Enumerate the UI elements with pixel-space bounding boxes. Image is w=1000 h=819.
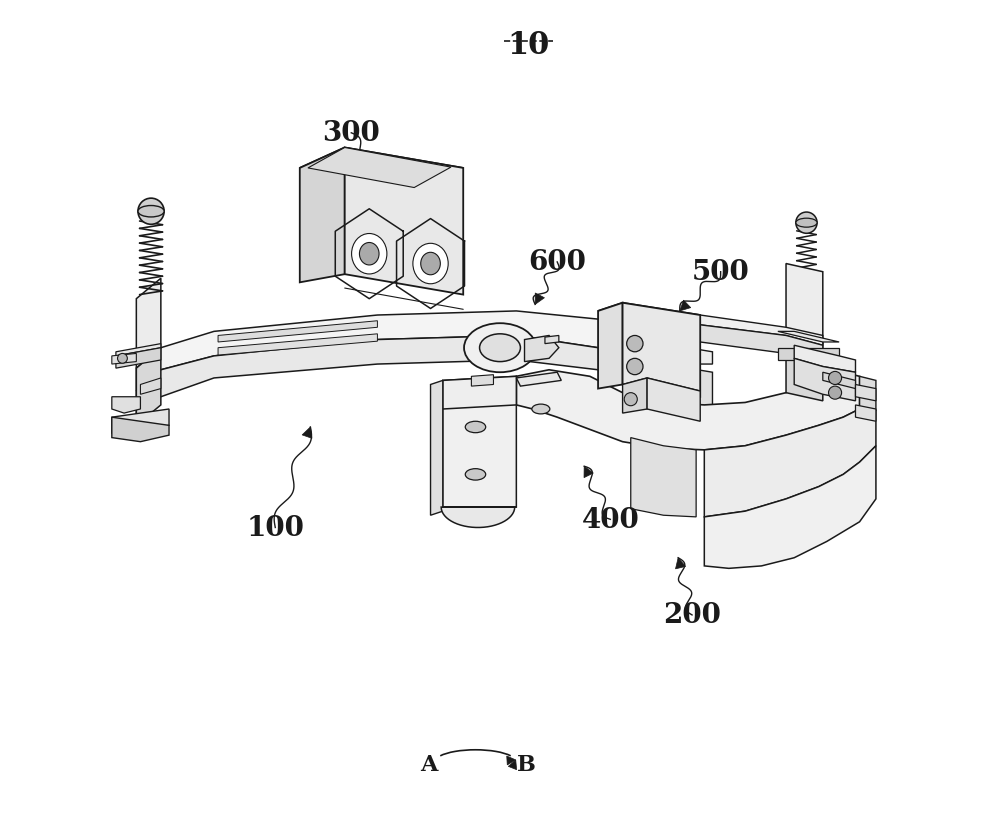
Polygon shape [507,756,516,765]
Polygon shape [598,303,623,389]
Text: 400: 400 [581,506,639,533]
Polygon shape [545,336,559,344]
Polygon shape [140,378,161,395]
Ellipse shape [796,219,817,228]
Polygon shape [860,377,876,411]
Polygon shape [308,148,451,188]
Polygon shape [302,428,312,439]
Polygon shape [623,378,700,398]
Circle shape [118,354,127,364]
Polygon shape [647,356,712,410]
Polygon shape [136,279,161,369]
Polygon shape [508,760,517,770]
Text: B: B [517,753,536,776]
Ellipse shape [532,405,550,414]
Polygon shape [855,385,876,401]
Polygon shape [598,303,700,324]
Polygon shape [112,418,169,442]
Ellipse shape [465,422,486,433]
Polygon shape [136,348,161,426]
Circle shape [138,199,164,225]
Polygon shape [676,558,686,569]
Polygon shape [112,410,169,434]
Polygon shape [786,265,823,344]
Polygon shape [300,148,463,191]
Text: 500: 500 [692,259,750,286]
Text: 300: 300 [322,120,380,147]
Polygon shape [584,467,593,478]
Ellipse shape [421,253,440,275]
Text: 200: 200 [663,602,721,629]
Polygon shape [218,334,377,355]
Ellipse shape [138,206,164,218]
Polygon shape [116,348,161,369]
Polygon shape [855,405,876,422]
Circle shape [624,393,637,406]
Polygon shape [112,397,140,414]
Ellipse shape [359,243,379,265]
Circle shape [829,387,842,400]
Circle shape [829,372,842,385]
Ellipse shape [413,244,448,284]
Ellipse shape [465,469,486,481]
Text: 10: 10 [507,30,550,61]
Circle shape [627,359,643,375]
Ellipse shape [464,324,536,373]
Circle shape [796,213,817,234]
Polygon shape [647,332,712,364]
Polygon shape [136,311,688,391]
Polygon shape [623,303,700,397]
Polygon shape [631,438,696,518]
Polygon shape [525,336,559,362]
Polygon shape [345,148,463,295]
Circle shape [627,336,643,352]
Polygon shape [535,293,544,305]
Polygon shape [431,381,443,516]
Polygon shape [700,315,823,346]
Polygon shape [300,148,345,283]
Polygon shape [443,377,516,410]
Polygon shape [441,508,516,527]
Polygon shape [116,344,161,356]
Ellipse shape [480,334,520,362]
Ellipse shape [352,234,387,274]
Text: 600: 600 [528,249,586,276]
Polygon shape [516,370,860,450]
Polygon shape [376,186,386,197]
Polygon shape [680,301,691,311]
Text: 100: 100 [246,514,304,541]
Polygon shape [704,410,876,518]
Polygon shape [623,378,647,414]
Polygon shape [136,336,688,418]
Polygon shape [700,325,823,364]
Text: A: A [420,753,438,776]
Polygon shape [647,378,700,422]
Polygon shape [443,377,516,512]
Polygon shape [794,359,855,401]
Polygon shape [218,321,377,342]
Polygon shape [778,348,839,360]
Polygon shape [471,375,493,387]
Polygon shape [704,446,876,568]
Polygon shape [516,373,561,387]
Polygon shape [778,332,839,342]
Polygon shape [112,354,136,364]
Polygon shape [823,373,855,389]
Polygon shape [794,346,855,373]
Polygon shape [786,336,823,401]
